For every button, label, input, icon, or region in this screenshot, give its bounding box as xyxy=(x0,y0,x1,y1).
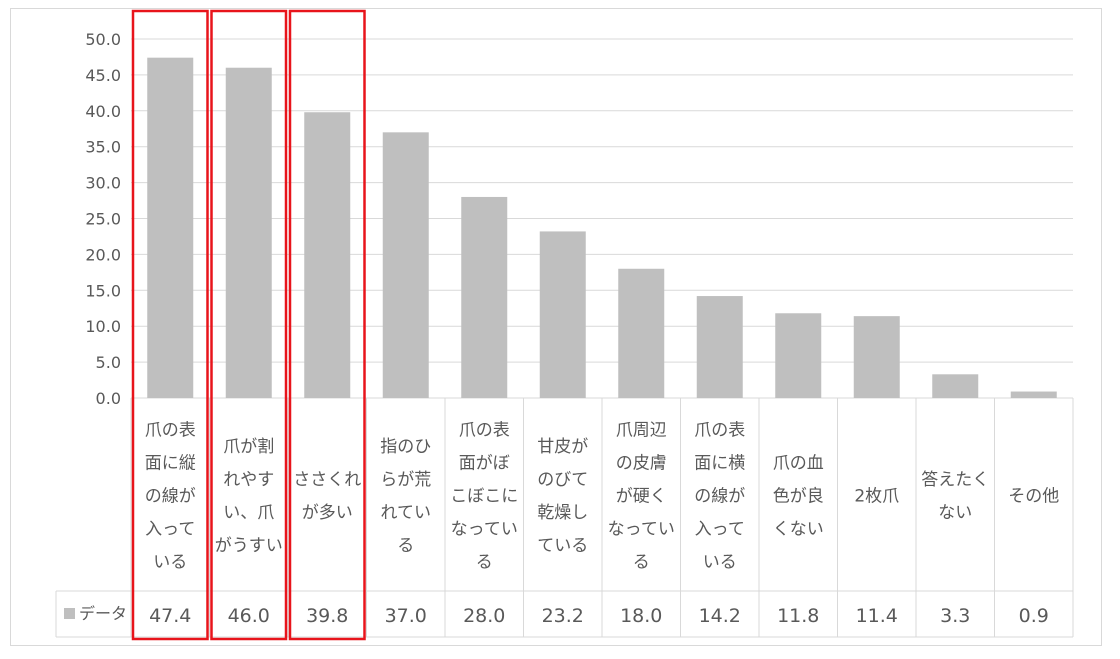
bar xyxy=(225,67,272,398)
bar xyxy=(147,57,194,398)
data-value-label: 47.4 xyxy=(149,605,191,627)
category-label: 2枚爪 xyxy=(854,487,899,507)
data-value-label: 37.0 xyxy=(385,605,427,627)
bar xyxy=(539,231,586,398)
bar-chart: 0.0 5.0 10.0 15.0 20.0 25.0 30.0 35.0 40.0 45.0 50… xyxy=(55,9,1074,641)
bar xyxy=(618,268,665,398)
category-label: 甘皮がのびて乾燥している xyxy=(537,437,588,556)
chart-frame: 0.0 5.0 10.0 15.0 20.0 25.0 30.0 35.0 40.0 45.0 50… xyxy=(10,8,1102,646)
data-value-label: 0.9 xyxy=(1019,605,1049,627)
bar xyxy=(775,313,822,398)
bar xyxy=(1010,391,1057,398)
legend-key xyxy=(64,608,75,619)
y-tick-label: 20.0 xyxy=(85,245,121,264)
category-label: 答えたくない xyxy=(921,470,989,523)
y-tick-label: 0.0 xyxy=(96,389,121,408)
data-value-label: 28.0 xyxy=(463,605,505,627)
bar xyxy=(932,374,979,398)
highlight-box xyxy=(131,9,209,641)
data-value-label: 39.8 xyxy=(306,605,348,627)
data-value-label: 11.4 xyxy=(856,605,898,627)
bar xyxy=(382,132,429,398)
bar xyxy=(853,316,900,398)
y-tick-label: 45.0 xyxy=(85,66,121,85)
data-value-label: 46.0 xyxy=(228,605,270,627)
y-tick-label: 15.0 xyxy=(85,281,121,300)
bar xyxy=(461,196,508,398)
highlight-box xyxy=(210,9,288,641)
data-value-label: 11.8 xyxy=(777,605,819,627)
y-tick-label: 5.0 xyxy=(96,353,121,372)
y-tick-label: 50.0 xyxy=(85,30,121,49)
category-label: 指のひらが荒れている xyxy=(380,437,431,556)
category-label: その他 xyxy=(1008,487,1059,507)
y-tick-label: 25.0 xyxy=(85,210,121,229)
y-tick-label: 35.0 xyxy=(85,138,121,157)
data-value-label: 14.2 xyxy=(699,605,741,627)
highlight-box xyxy=(288,9,366,641)
legend-label: データ xyxy=(79,604,127,623)
data-value-label: 3.3 xyxy=(940,605,970,627)
bar xyxy=(696,296,743,398)
data-value-label: 18.0 xyxy=(620,605,662,627)
category-label: 爪の血色が良くない xyxy=(773,454,824,540)
category-label: ささくれが多い xyxy=(293,470,361,523)
bar xyxy=(304,112,351,399)
category-label: 爪の表面に縦の線が入っている xyxy=(145,421,196,573)
category-label: 爪が割れやすい、爪がうすい xyxy=(215,437,283,556)
data-value-label: 23.2 xyxy=(542,605,584,627)
category-label: 爪の表面に横の線が入っている xyxy=(694,421,745,573)
y-tick-label: 30.0 xyxy=(85,174,121,193)
category-label: 爪の表面がぼこぼこになっている xyxy=(450,421,518,573)
y-tick-label: 40.0 xyxy=(85,102,121,121)
category-label: 爪周辺の皮膚が硬くなっている xyxy=(608,421,675,573)
y-tick-label: 10.0 xyxy=(85,317,121,336)
